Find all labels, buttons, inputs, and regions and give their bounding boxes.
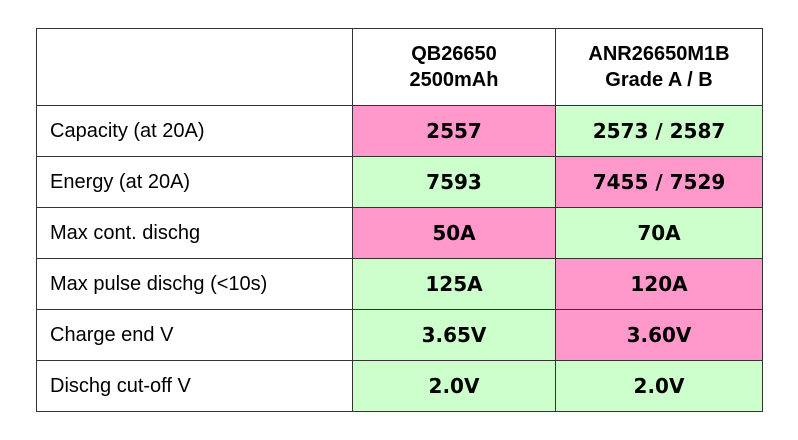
- column-header: QB26650 2500mAh: [352, 28, 556, 106]
- row: Charge end V 3.65V 3.60V: [36, 309, 763, 361]
- row: Max cont. dischg 50A 70A: [36, 207, 763, 259]
- row-label: Max pulse dischg (<10s): [36, 258, 353, 310]
- cell: 70A: [555, 207, 763, 259]
- row-label: Max cont. dischg: [36, 207, 353, 259]
- cell: 2573 / 2587: [555, 105, 763, 157]
- row-label: Dischg cut-off V: [36, 360, 353, 412]
- row-label: Charge end V: [36, 309, 353, 361]
- row: Max pulse dischg (<10s) 125A 120A: [36, 258, 763, 310]
- cell: 125A: [352, 258, 556, 310]
- cell: 50A: [352, 207, 556, 259]
- column-header: ANR26650M1B Grade A / B: [555, 28, 763, 106]
- cell: 120A: [555, 258, 763, 310]
- row: Dischg cut-off V 2.0V 2.0V: [36, 360, 763, 412]
- cell: 3.60V: [555, 309, 763, 361]
- row: Capacity (at 20A) 2557 2573 / 2587: [36, 105, 763, 157]
- cell: 7455 / 7529: [555, 156, 763, 208]
- row-label: Energy (at 20A): [36, 156, 353, 208]
- header-line: ANR26650M1B: [588, 43, 730, 65]
- cell: 2557: [352, 105, 556, 157]
- header-line: QB26650: [411, 43, 497, 65]
- cell: 3.65V: [352, 309, 556, 361]
- header-line: 2500mAh: [409, 69, 499, 91]
- cell: 2.0V: [352, 360, 556, 412]
- row: Energy (at 20A) 7593 7455 / 7529: [36, 156, 763, 208]
- cell: 7593: [352, 156, 556, 208]
- header-line: Grade A / B: [605, 69, 713, 91]
- header-row: QB26650 2500mAh ANR26650M1B Grade A / B: [36, 28, 763, 106]
- cell: 2.0V: [555, 360, 763, 412]
- empty-header: [36, 28, 353, 106]
- comparison-table: QB26650 2500mAh ANR26650M1B Grade A / B Ca…: [36, 28, 763, 412]
- row-label: Capacity (at 20A): [36, 105, 353, 157]
